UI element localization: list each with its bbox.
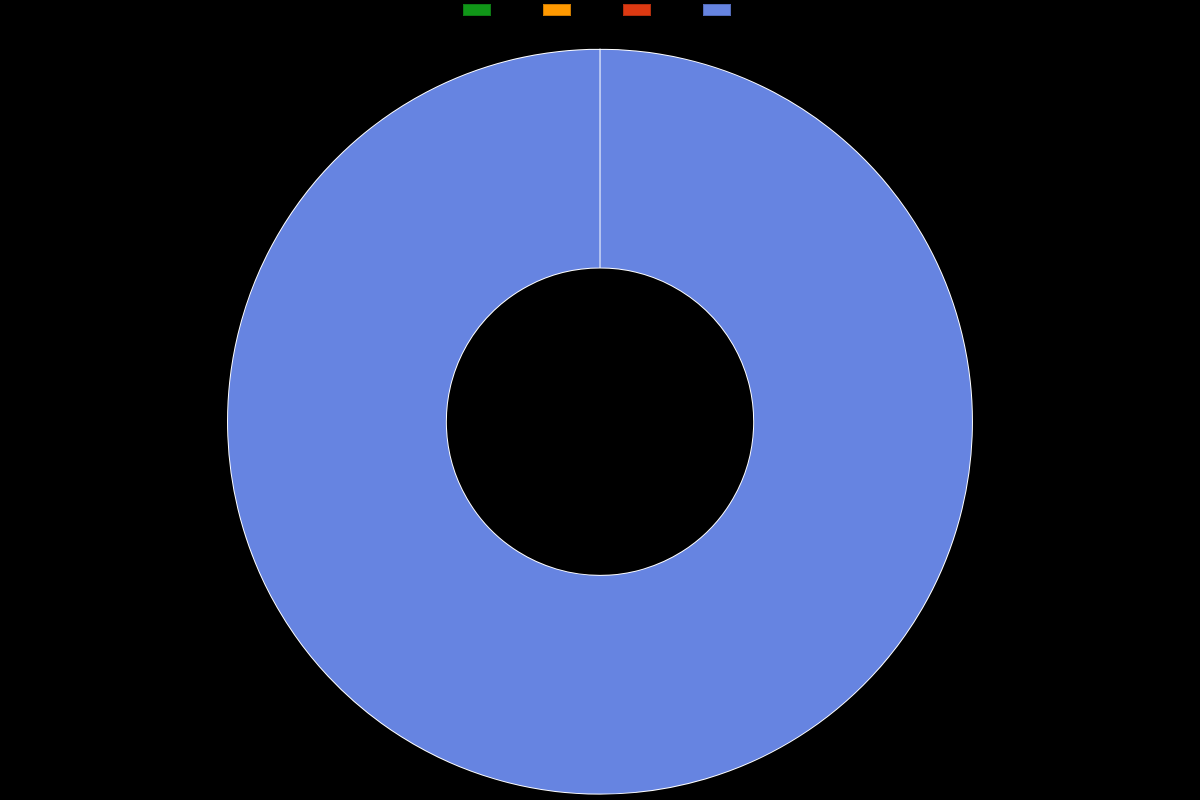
legend-swatch-1 bbox=[543, 4, 571, 16]
chart-plot-area bbox=[0, 22, 1200, 800]
chart-container bbox=[0, 0, 1200, 800]
legend-swatch-2 bbox=[623, 4, 651, 16]
legend-item-0[interactable] bbox=[463, 4, 497, 16]
chart-legend bbox=[0, 4, 1200, 16]
legend-item-3[interactable] bbox=[703, 4, 737, 16]
legend-swatch-0 bbox=[463, 4, 491, 16]
legend-swatch-3 bbox=[703, 4, 731, 16]
donut-chart bbox=[0, 22, 1200, 800]
donut-slice-3[interactable] bbox=[228, 49, 973, 794]
legend-item-1[interactable] bbox=[543, 4, 577, 16]
legend-item-2[interactable] bbox=[623, 4, 657, 16]
